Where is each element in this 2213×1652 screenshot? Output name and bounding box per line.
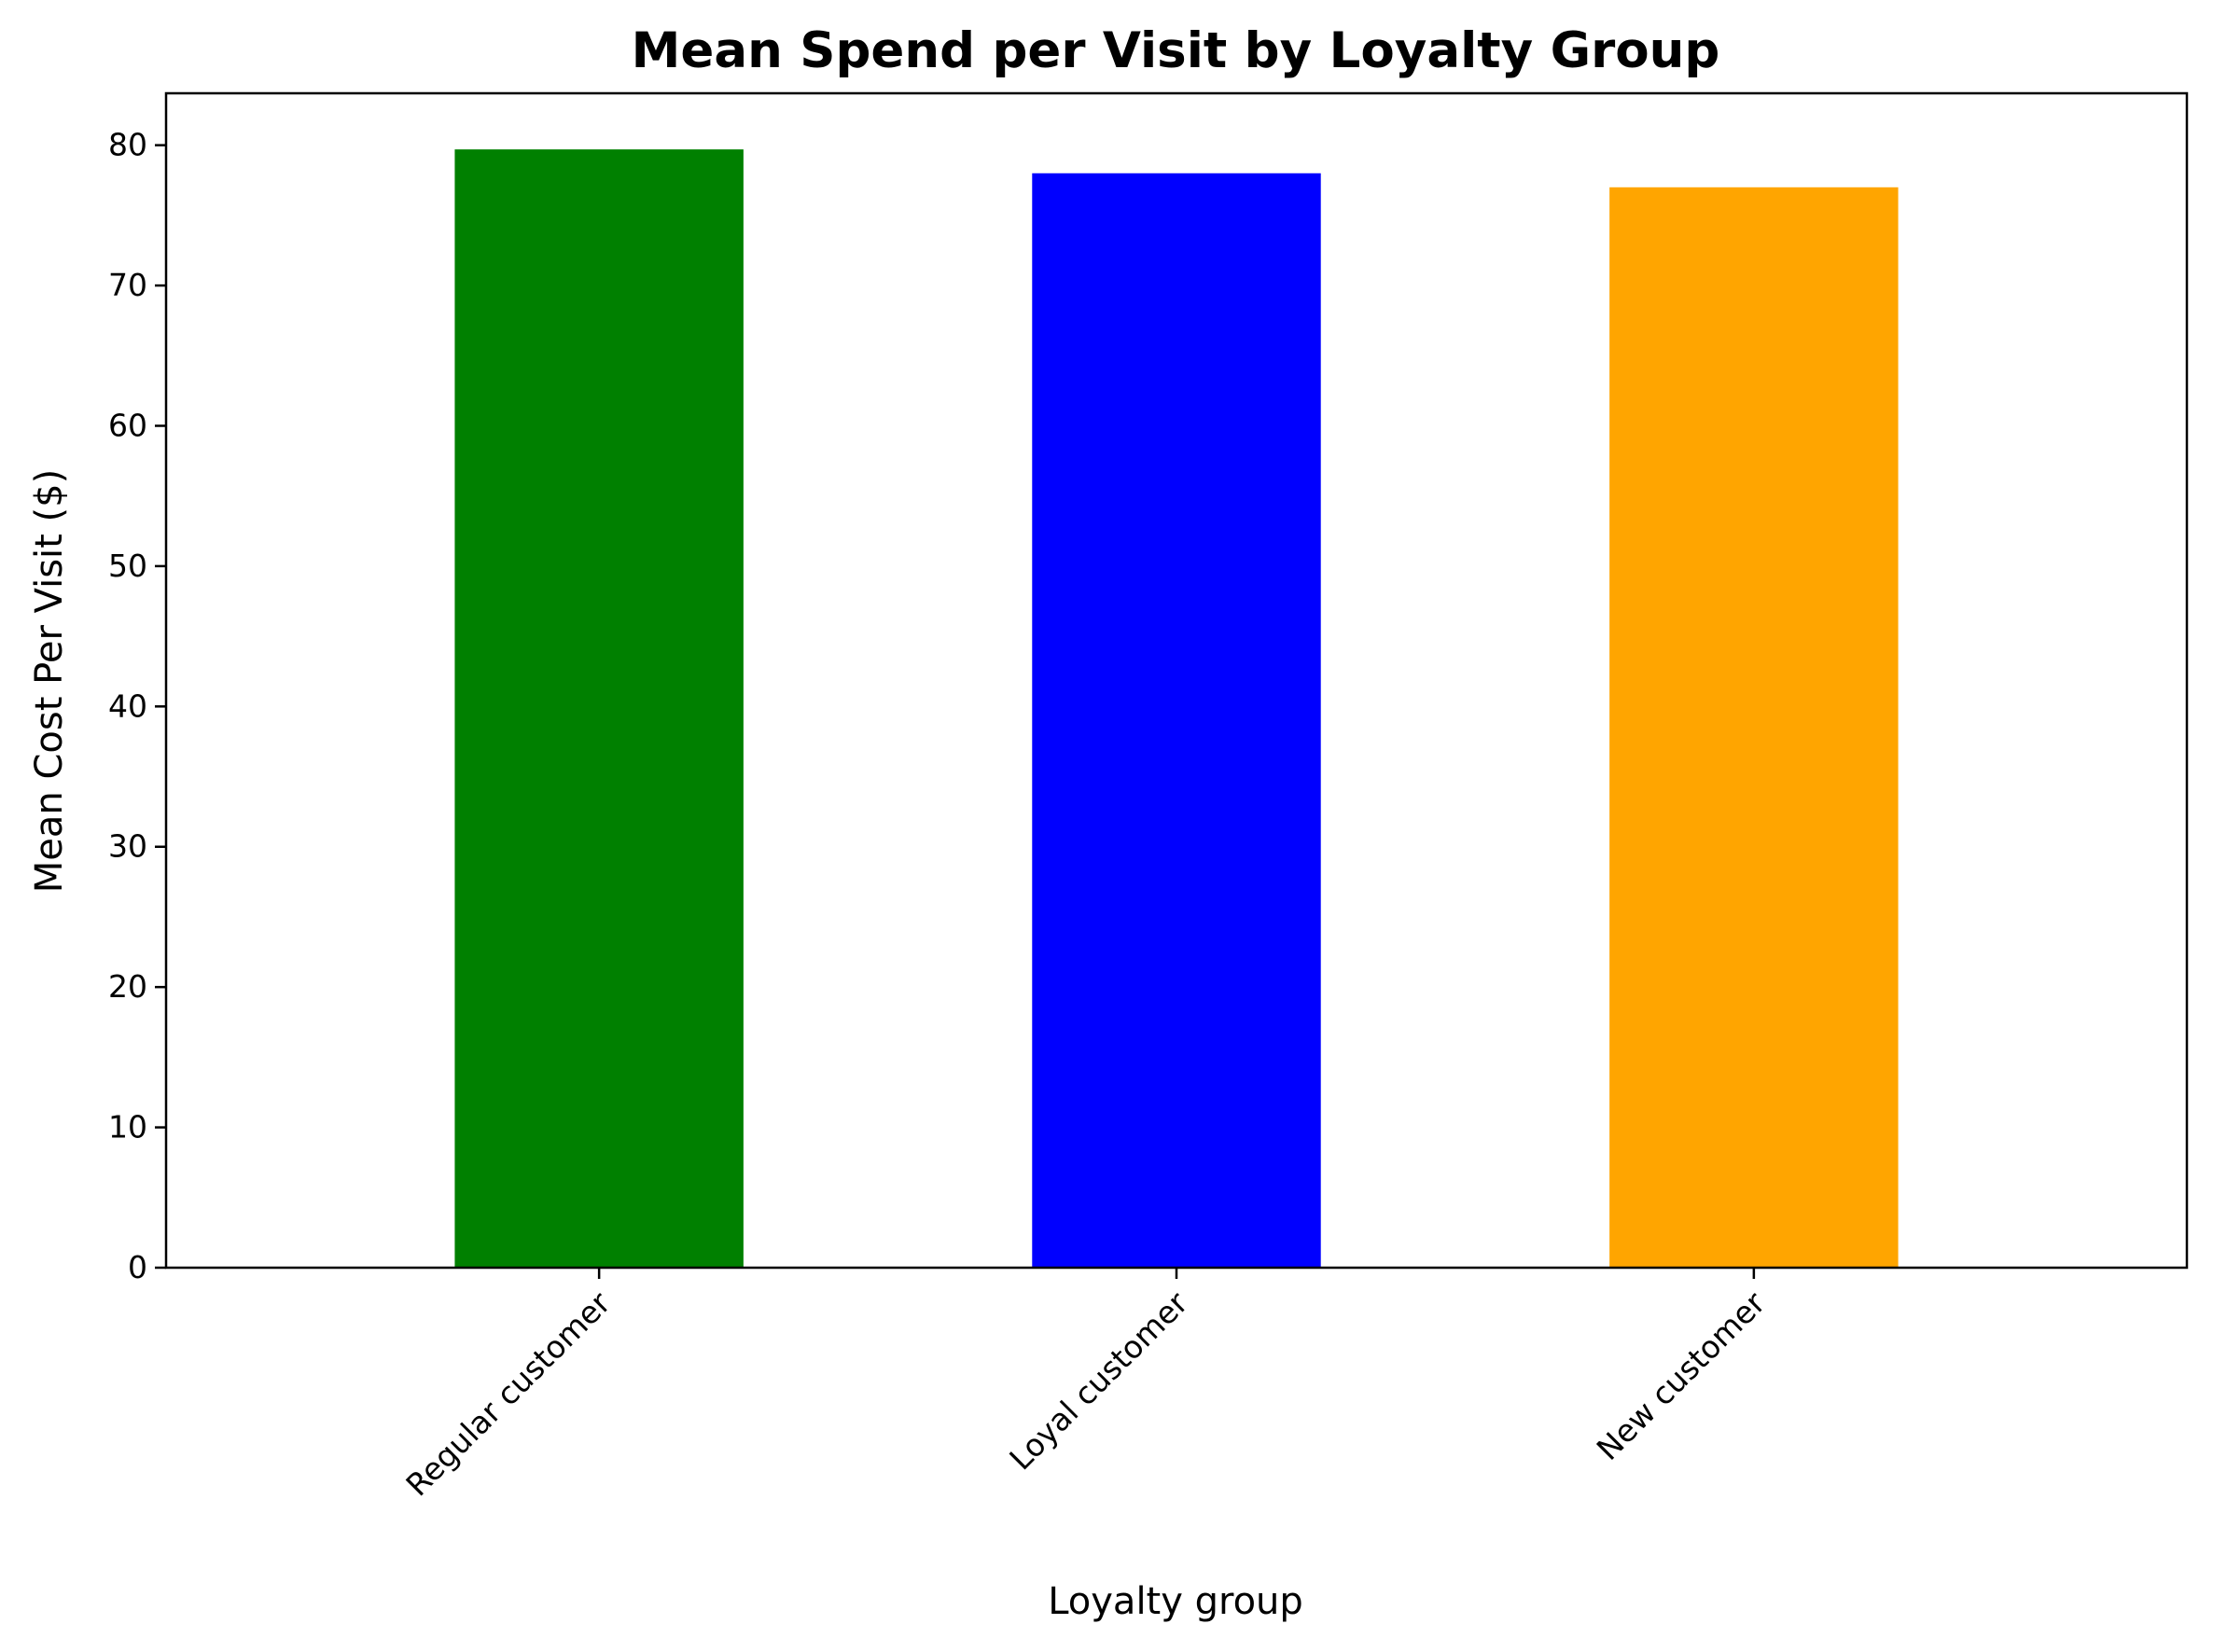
y-tick-label-40: 40 [108, 687, 147, 724]
x-axis: Regular customer Loyal customer New custom… [398, 1268, 1773, 1504]
bars-group [454, 149, 1899, 1269]
y-tick-label-10: 10 [108, 1109, 147, 1145]
x-tick-label-new-customer: New customer [1590, 1284, 1773, 1467]
y-axis: 0 10 20 30 40 50 60 70 80 [108, 127, 166, 1285]
y-tick-label-50: 50 [108, 548, 147, 584]
x-tick-label-regular-customer: Regular customer [398, 1284, 618, 1504]
y-tick-label-20: 20 [108, 968, 147, 1005]
x-tick-label-loyal-customer: Loyal customer [1002, 1284, 1195, 1478]
chart-title: Mean Spend per Visit by Loyalty Group [632, 22, 1720, 79]
y-tick-label-70: 70 [108, 267, 147, 303]
y-tick-label-80: 80 [108, 127, 147, 163]
bar-new-customer [1609, 187, 1899, 1269]
y-tick-label-30: 30 [108, 828, 147, 865]
bar-regular-customer [454, 149, 744, 1269]
x-axis-label: Loyalty group [1048, 1580, 1303, 1623]
bar-loyal-customer [1032, 173, 1321, 1268]
y-tick-label-0: 0 [128, 1249, 147, 1285]
y-axis-label: Mean Cost Per Visit ($) [28, 469, 71, 893]
y-tick-label-60: 60 [108, 407, 147, 443]
